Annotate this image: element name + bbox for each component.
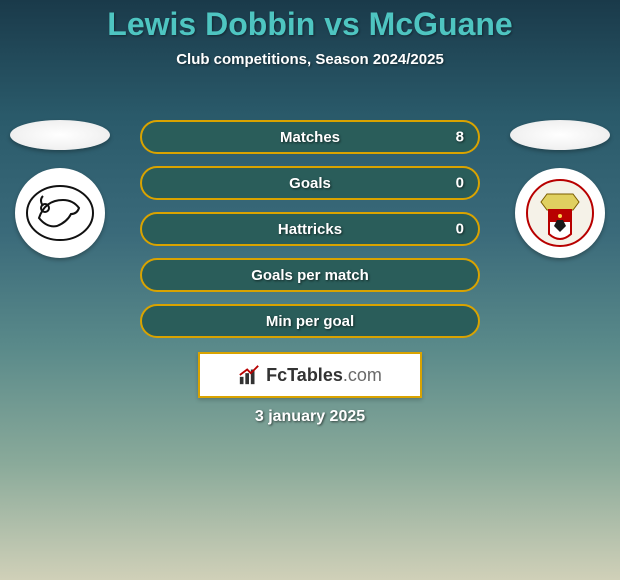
branding-name: FcTables.com bbox=[266, 365, 382, 386]
stat-label: Matches bbox=[280, 129, 340, 146]
robins-crest-icon bbox=[525, 178, 595, 248]
stat-label: Min per goal bbox=[266, 313, 354, 330]
date-label: 3 january 2025 bbox=[0, 408, 620, 426]
subtitle: Club competitions, Season 2024/2025 bbox=[0, 51, 620, 68]
stat-row: Goals per match bbox=[140, 258, 480, 292]
chart-icon bbox=[238, 364, 260, 386]
stat-row: Matches 8 bbox=[140, 120, 480, 154]
stat-value-right: 8 bbox=[456, 129, 464, 146]
player-right-column bbox=[500, 120, 620, 258]
player-left-club-crest bbox=[15, 168, 105, 258]
comparison-card: Lewis Dobbin vs McGuane Club competition… bbox=[0, 0, 620, 580]
player-left-face-placeholder bbox=[10, 120, 110, 150]
player-left-column bbox=[0, 120, 120, 258]
branding-badge: FcTables.com bbox=[198, 352, 422, 398]
player-right-club-crest bbox=[515, 168, 605, 258]
stat-value-right: 0 bbox=[456, 175, 464, 192]
page-title: Lewis Dobbin vs McGuane bbox=[0, 0, 620, 43]
stat-label: Goals per match bbox=[251, 267, 369, 284]
stat-row: Min per goal bbox=[140, 304, 480, 338]
ram-crest-icon bbox=[25, 178, 95, 248]
stat-value-right: 0 bbox=[456, 221, 464, 238]
stat-label: Hattricks bbox=[278, 221, 342, 238]
stat-row: Hattricks 0 bbox=[140, 212, 480, 246]
stat-row: Goals 0 bbox=[140, 166, 480, 200]
stat-label: Goals bbox=[289, 175, 331, 192]
player-right-face-placeholder bbox=[510, 120, 610, 150]
stats-table: Matches 8 Goals 0 Hattricks 0 Goals per match M… bbox=[140, 120, 480, 338]
